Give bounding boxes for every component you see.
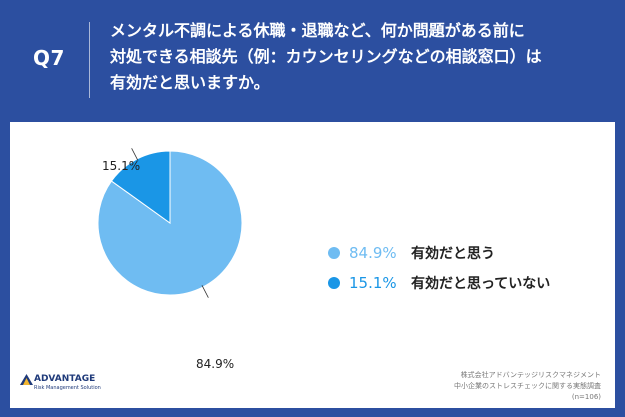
leader-line-1 [131,148,139,161]
legend-label: 有効だと思う [411,246,495,262]
question-line: メンタル不調による休職・退職など、何か問題がある前に [110,21,525,40]
legend-dot-icon [328,277,340,289]
source-line: 株式会社アドバンテッジリスクマネジメント [460,371,601,379]
logo-name: ADVANTAGE [34,374,96,384]
logo-subtitle: Risk Management Solution [34,385,101,391]
pie-chart [97,148,243,298]
question-line: 対処できる相談先（例：カウンセリングなどの相談窓口）は [110,47,542,66]
data-label-no: 15.1% [102,159,141,173]
question-text: メンタル不調による休職・退職など、何か問題がある前に 対処できる相談先（例：カウ… [110,18,610,96]
source-line: (n=106) [571,393,601,401]
source-line: 中小企業のストレスチェックに関する実態調査 [454,382,601,390]
legend-dot-icon [328,247,340,259]
question-line: 有効だと思いますか。 [110,73,270,92]
legend-item-yes: 84.9% 有効だと思う [328,238,550,268]
data-label-yes: 84.9% [196,357,235,371]
header-divider [89,22,90,98]
legend-percent: 84.9% [349,244,397,262]
question-number: Q7 [33,46,65,70]
leader-line-0 [201,285,209,298]
legend-item-no: 15.1% 有効だと思っていない [328,268,550,298]
chart-panel: 15.1% 84.9% 84.9% 有効だと思う 15.1% 有効だと思っていな… [10,122,615,408]
legend-percent: 15.1% [349,274,397,292]
advantage-logo-icon [20,374,33,385]
header: Q7 メンタル不調による休職・退職など、何か問題がある前に 対処できる相談先（例… [0,0,625,117]
source-note: 株式会社アドバンテッジリスクマネジメント 中小企業のストレスチェックに関する実態… [454,370,601,403]
legend-label: 有効だと思っていない [411,276,551,292]
legend: 84.9% 有効だと思う 15.1% 有効だと思っていない [328,238,550,298]
